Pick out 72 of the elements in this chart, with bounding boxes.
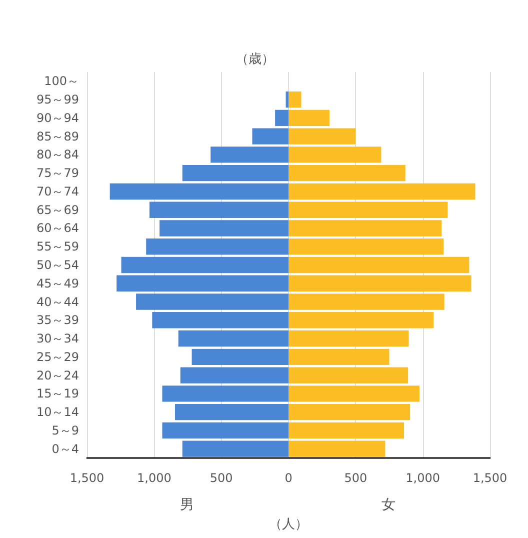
y-tick-label: 70～74 [36, 184, 79, 198]
bar [288, 110, 330, 126]
bar [152, 312, 288, 328]
bar [252, 128, 288, 144]
y-tick-label: 85～89 [36, 129, 79, 144]
bar [180, 367, 288, 384]
bar [210, 146, 288, 163]
bar [288, 294, 444, 310]
x-tick-label: 500 [344, 471, 368, 485]
bar [162, 386, 288, 402]
y-axis-title: （歳） [236, 52, 274, 67]
bar [288, 386, 420, 402]
y-tick-label: 75～79 [36, 166, 79, 180]
bar [288, 367, 408, 384]
bar [275, 110, 288, 126]
bar [288, 422, 404, 439]
bar [110, 183, 288, 200]
bar [288, 404, 410, 420]
text: 男 [180, 497, 194, 513]
bar [288, 202, 448, 218]
bar [160, 220, 288, 236]
bar [136, 294, 288, 310]
x-tick-label: 1,500 [70, 471, 104, 485]
y-tick-label: 60～64 [36, 221, 79, 236]
x-tick-label: 1,000 [406, 471, 440, 485]
bar [288, 220, 442, 236]
bar [182, 440, 288, 457]
y-tick-label: 20～24 [36, 368, 79, 382]
y-tick-label: 0～4 [52, 442, 79, 456]
y-tick-label: 35～39 [36, 313, 79, 328]
y-tick-label: 30～34 [36, 332, 79, 346]
bar [288, 275, 472, 292]
x-tick-label: 0 [284, 471, 292, 485]
bar [288, 256, 470, 274]
bar [162, 422, 288, 439]
bar [192, 348, 288, 365]
y-tick-label: 80～84 [36, 148, 79, 162]
bar [146, 238, 288, 255]
bar [288, 183, 476, 200]
y-tick-label: 90～94 [36, 110, 79, 125]
y-tick-label: 100～ [44, 74, 79, 88]
bar [149, 202, 288, 218]
text: 女 [381, 497, 396, 513]
y-tick-label: 10～14 [36, 405, 79, 420]
bar [288, 128, 356, 144]
bar [121, 256, 288, 274]
y-tick-label: 45～49 [36, 276, 79, 290]
bar [288, 238, 444, 255]
bar [288, 440, 386, 457]
x-tick-label: 1,500 [472, 471, 508, 485]
bar [288, 330, 409, 347]
y-tick-label: 5～9 [52, 423, 79, 438]
y-tick-label: 65～69 [36, 202, 79, 217]
bar [288, 312, 434, 328]
bar [286, 91, 288, 108]
bar [174, 404, 288, 420]
bar [288, 91, 302, 108]
bar [288, 165, 406, 182]
y-tick-label: 95～99 [36, 92, 79, 107]
y-tick-label: 15～19 [36, 386, 79, 401]
bar [116, 275, 288, 292]
x-axis-title: （人） [269, 517, 308, 532]
y-tick-label: 55～59 [36, 240, 79, 254]
x-tick-label: 500 [210, 471, 233, 485]
x-tick-label: 1,000 [136, 471, 172, 485]
bar [288, 348, 390, 365]
y-tick-label: 40～44 [36, 294, 79, 309]
y-tick-label: 50～54 [36, 258, 79, 272]
bar [178, 330, 288, 347]
bar [182, 165, 288, 182]
bar [288, 146, 382, 163]
y-tick-label: 25～29 [36, 350, 79, 364]
